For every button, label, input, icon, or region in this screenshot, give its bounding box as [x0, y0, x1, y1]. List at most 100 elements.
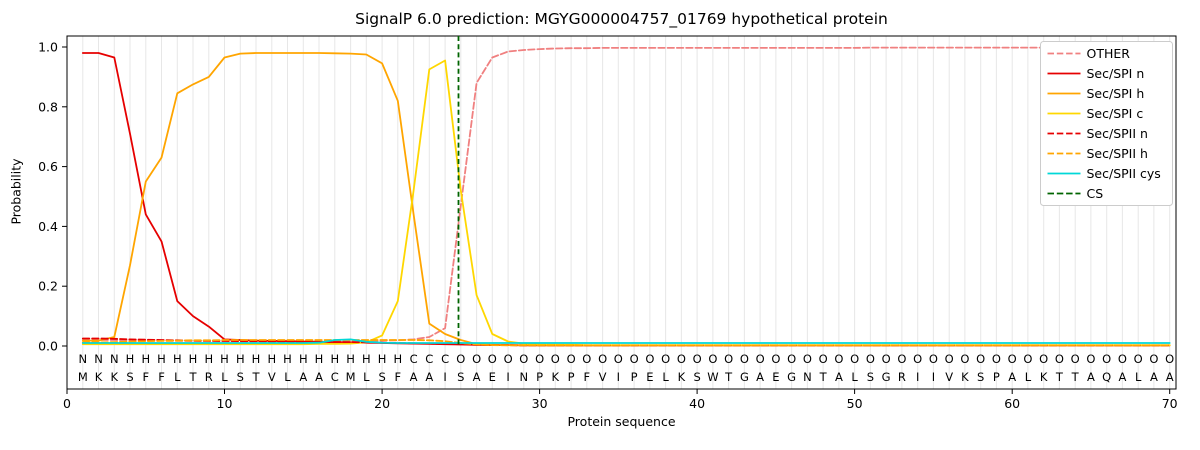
residue-letter: T: [819, 370, 828, 384]
region-letter: H: [393, 352, 402, 366]
region-letter: O: [567, 352, 576, 366]
residue-letter: T: [188, 370, 197, 384]
region-letter: O: [787, 352, 796, 366]
region-letter: H: [330, 352, 339, 366]
residue-letter: V: [268, 370, 276, 384]
curve-sec-spi-h: [81, 52, 1171, 347]
residue-letter: A: [835, 370, 843, 384]
residue-letter: K: [111, 370, 119, 384]
residue-letter: L: [363, 370, 370, 384]
residue-letter: V: [945, 370, 953, 384]
legend-label: CS: [1087, 186, 1104, 201]
region-letter: O: [472, 352, 481, 366]
region-letter: O: [960, 352, 969, 366]
residue-letter: S: [693, 370, 700, 384]
legend: OTHER Sec/SPI n Sec/SPI h Sec/SPI c Sec/SPII…: [1040, 41, 1173, 206]
region-letter: H: [157, 352, 166, 366]
region-letter: O: [724, 352, 733, 366]
region-letter: O: [992, 352, 1001, 366]
region-letter: O: [551, 352, 560, 366]
region-letter: O: [1134, 352, 1143, 366]
region-letter: O: [850, 352, 859, 366]
x-tick-label: 70: [1162, 396, 1178, 411]
region-letter: O: [519, 352, 528, 366]
residue-letter: I: [916, 370, 919, 384]
residue-letter: R: [898, 370, 906, 384]
region-letter: O: [913, 352, 922, 366]
y-tick-label: 1.0: [38, 40, 58, 55]
residue-letter: A: [1008, 370, 1016, 384]
region-letter: O: [1008, 352, 1017, 366]
residue-letter: F: [142, 370, 149, 384]
axes: 0.0 0.2 0.4 0.6 0.8 1.0 0 10 20 30 40 50 60 70: [38, 35, 1178, 411]
region-letter: O: [882, 352, 891, 366]
region-letter: O: [1102, 352, 1111, 366]
region-letter: O: [945, 352, 954, 366]
legend-label: OTHER: [1087, 46, 1131, 61]
residue-letter: F: [394, 370, 401, 384]
region-letter: C: [410, 352, 418, 366]
residue-letter: F: [583, 370, 590, 384]
residue-letter: G: [882, 370, 891, 384]
residue-letter: L: [851, 370, 858, 384]
legend-label: Sec/SPI h: [1087, 86, 1145, 101]
residue-letter: A: [410, 370, 418, 384]
region-letter: O: [976, 352, 985, 366]
residue-letter: S: [977, 370, 984, 384]
residue-letter: S: [237, 370, 244, 384]
residue-letter: S: [378, 370, 385, 384]
region-letter: O: [677, 352, 686, 366]
residue-letter: T: [251, 370, 260, 384]
region-letter: O: [614, 352, 623, 366]
residue-letter: I: [932, 370, 935, 384]
region-letter: O: [1071, 352, 1080, 366]
residue-letter: W: [707, 370, 718, 384]
residue-letter: I: [617, 370, 620, 384]
legend-label: Sec/SPI n: [1087, 66, 1145, 81]
residue-letter: L: [221, 370, 228, 384]
x-tick-label: 50: [847, 396, 863, 411]
legend-label: Sec/SPII n: [1087, 126, 1148, 141]
y-tick-label: 0.2: [38, 279, 58, 294]
residue-letter: A: [1166, 370, 1174, 384]
region-letter: O: [897, 352, 906, 366]
region-letter: O: [803, 352, 812, 366]
region-letter: H: [283, 352, 292, 366]
residue-letter: L: [284, 370, 291, 384]
region-letter: H: [173, 352, 182, 366]
region-letter: O: [708, 352, 717, 366]
region-letter: N: [110, 352, 119, 366]
region-letter: O: [504, 352, 513, 366]
region-letter: O: [866, 352, 875, 366]
region-letter: H: [220, 352, 229, 366]
residue-letter: N: [519, 370, 528, 384]
region-letter: H: [362, 352, 371, 366]
y-tick-label: 0.4: [38, 219, 58, 234]
region-letter: O: [1039, 352, 1048, 366]
region-letter: O: [630, 352, 639, 366]
residue-letter: E: [772, 370, 779, 384]
region-letter: H: [204, 352, 213, 366]
region-letter: O: [819, 352, 828, 366]
x-tick-label: 20: [374, 396, 390, 411]
region-letter: O: [645, 352, 654, 366]
residue-letter: A: [425, 370, 433, 384]
region-letter: C: [425, 352, 433, 366]
region-letter: C: [441, 352, 449, 366]
x-tick-label: 10: [217, 396, 233, 411]
residue-letter: S: [126, 370, 133, 384]
curve-sec-spii-h: [81, 339, 1171, 347]
x-axis-label: Protein sequence: [567, 414, 676, 429]
curve-sec-spi-c: [81, 59, 1171, 347]
residue-letter: L: [174, 370, 181, 384]
residue-letter: P: [568, 370, 575, 384]
region-letter: O: [488, 352, 497, 366]
region-letter: O: [1118, 352, 1127, 366]
residue-letter: G: [740, 370, 749, 384]
residue-letter: A: [1118, 370, 1126, 384]
residue-letter: F: [158, 370, 165, 384]
x-tick-label: 40: [689, 396, 705, 411]
region-letter: H: [267, 352, 276, 366]
residue-letter: A: [1087, 370, 1095, 384]
